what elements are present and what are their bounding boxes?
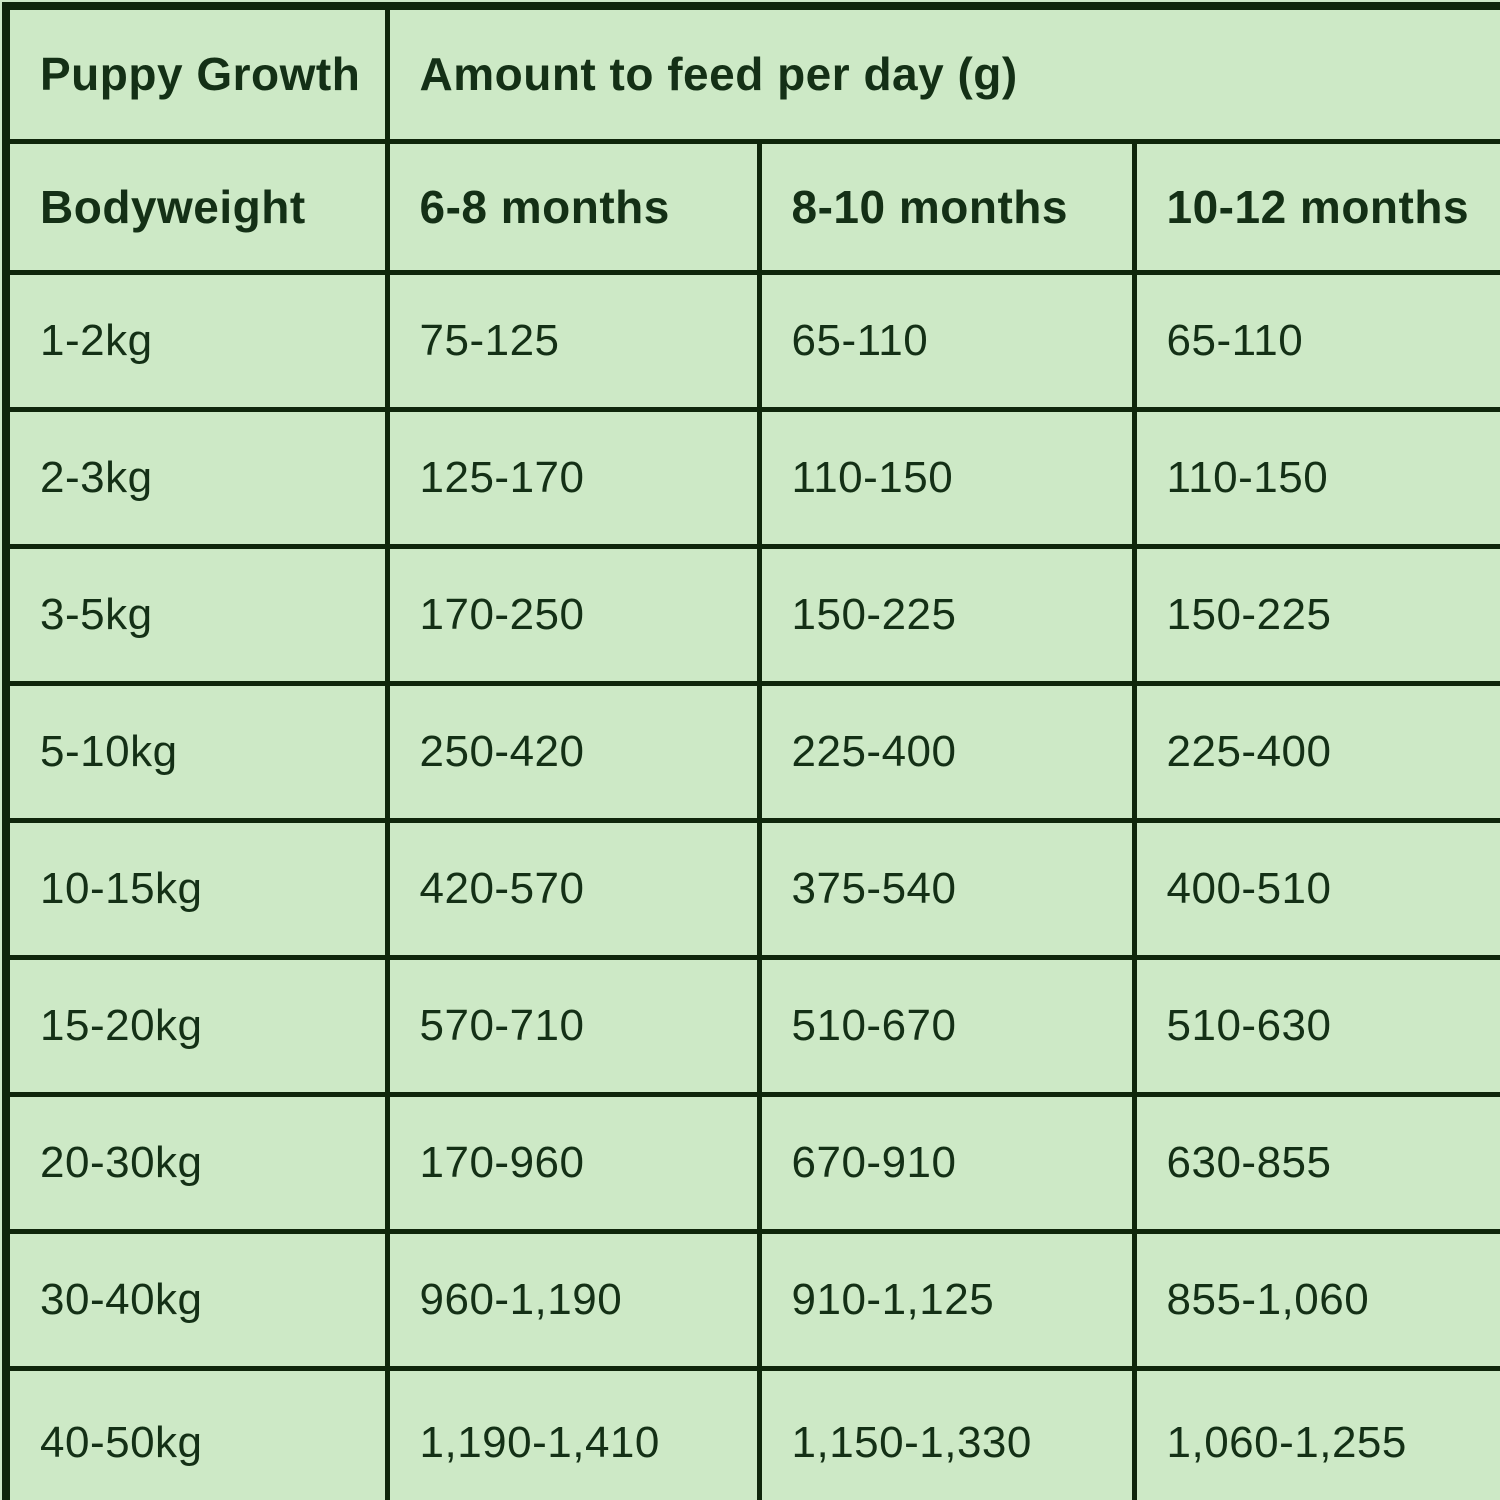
bodyweight-cell: 3-5kg <box>2 543 390 686</box>
feed-amount-cell: 375-540 <box>756 817 1137 960</box>
feed-amount-cell: 170-250 <box>384 543 762 686</box>
feed-amount-cell: 225-400 <box>756 680 1137 823</box>
bodyweight-cell: 30-40kg <box>2 1228 390 1371</box>
table-row: 20-30kg 170-960 670-910 630-855 <box>2 1091 1500 1234</box>
feed-amount-cell: 170-960 <box>384 1091 762 1234</box>
feed-amount-cell: 510-670 <box>756 954 1137 1097</box>
spanning-header-cell: Amount to feed per day (g) <box>384 2 1500 144</box>
column-header-8-10-months: 8-10 months <box>756 138 1137 275</box>
feed-amount-cell: 510-630 <box>1131 954 1500 1097</box>
feed-amount-cell: 110-150 <box>756 406 1137 549</box>
feed-amount-cell: 910-1,125 <box>756 1228 1137 1371</box>
feed-amount-cell: 125-170 <box>384 406 762 549</box>
feed-amount-cell: 960-1,190 <box>384 1228 762 1371</box>
table-row: 3-5kg 170-250 150-225 150-225 <box>2 543 1500 686</box>
table-header-row: Puppy Growth Amount to feed per day (g) <box>2 2 1500 144</box>
feed-amount-cell: 65-110 <box>756 269 1137 412</box>
bodyweight-cell: 40-50kg <box>2 1365 390 1500</box>
bodyweight-cell: 20-30kg <box>2 1091 390 1234</box>
table-row: 2-3kg 125-170 110-150 110-150 <box>2 406 1500 549</box>
column-header-6-8-months: 6-8 months <box>384 138 762 275</box>
column-header-row: Bodyweight 6-8 months 8-10 months 10-12 … <box>2 138 1500 275</box>
table-row: 5-10kg 250-420 225-400 225-400 <box>2 680 1500 823</box>
table-row: 15-20kg 570-710 510-670 510-630 <box>2 954 1500 1097</box>
feed-amount-cell: 65-110 <box>1131 269 1500 412</box>
feed-amount-cell: 250-420 <box>384 680 762 823</box>
bodyweight-cell: 2-3kg <box>2 406 390 549</box>
table-row: 30-40kg 960-1,190 910-1,125 855-1,060 <box>2 1228 1500 1371</box>
table-title-cell: Puppy Growth <box>2 2 390 144</box>
bodyweight-cell: 1-2kg <box>2 269 390 412</box>
feed-amount-cell: 1,190-1,410 <box>384 1365 762 1500</box>
feed-amount-cell: 1,060-1,255 <box>1131 1365 1500 1500</box>
bodyweight-cell: 10-15kg <box>2 817 390 960</box>
feed-amount-cell: 75-125 <box>384 269 762 412</box>
feed-amount-cell: 420-570 <box>384 817 762 960</box>
column-header-bodyweight: Bodyweight <box>2 138 390 275</box>
bodyweight-cell: 5-10kg <box>2 680 390 823</box>
feed-amount-cell: 110-150 <box>1131 406 1500 549</box>
table-row: 10-15kg 420-570 375-540 400-510 <box>2 817 1500 960</box>
feed-amount-cell: 570-710 <box>384 954 762 1097</box>
bodyweight-cell: 15-20kg <box>2 954 390 1097</box>
feed-amount-cell: 1,150-1,330 <box>756 1365 1137 1500</box>
column-header-10-12-months: 10-12 months <box>1131 138 1500 275</box>
feed-amount-cell: 150-225 <box>756 543 1137 686</box>
feed-amount-cell: 670-910 <box>756 1091 1137 1234</box>
feed-amount-cell: 630-855 <box>1131 1091 1500 1234</box>
feed-amount-cell: 855-1,060 <box>1131 1228 1500 1371</box>
feed-amount-cell: 150-225 <box>1131 543 1500 686</box>
feed-amount-cell: 400-510 <box>1131 817 1500 960</box>
table-row: 1-2kg 75-125 65-110 65-110 <box>2 269 1500 412</box>
table-row: 40-50kg 1,190-1,410 1,150-1,330 1,060-1,… <box>2 1365 1500 1500</box>
feed-amount-cell: 225-400 <box>1131 680 1500 823</box>
